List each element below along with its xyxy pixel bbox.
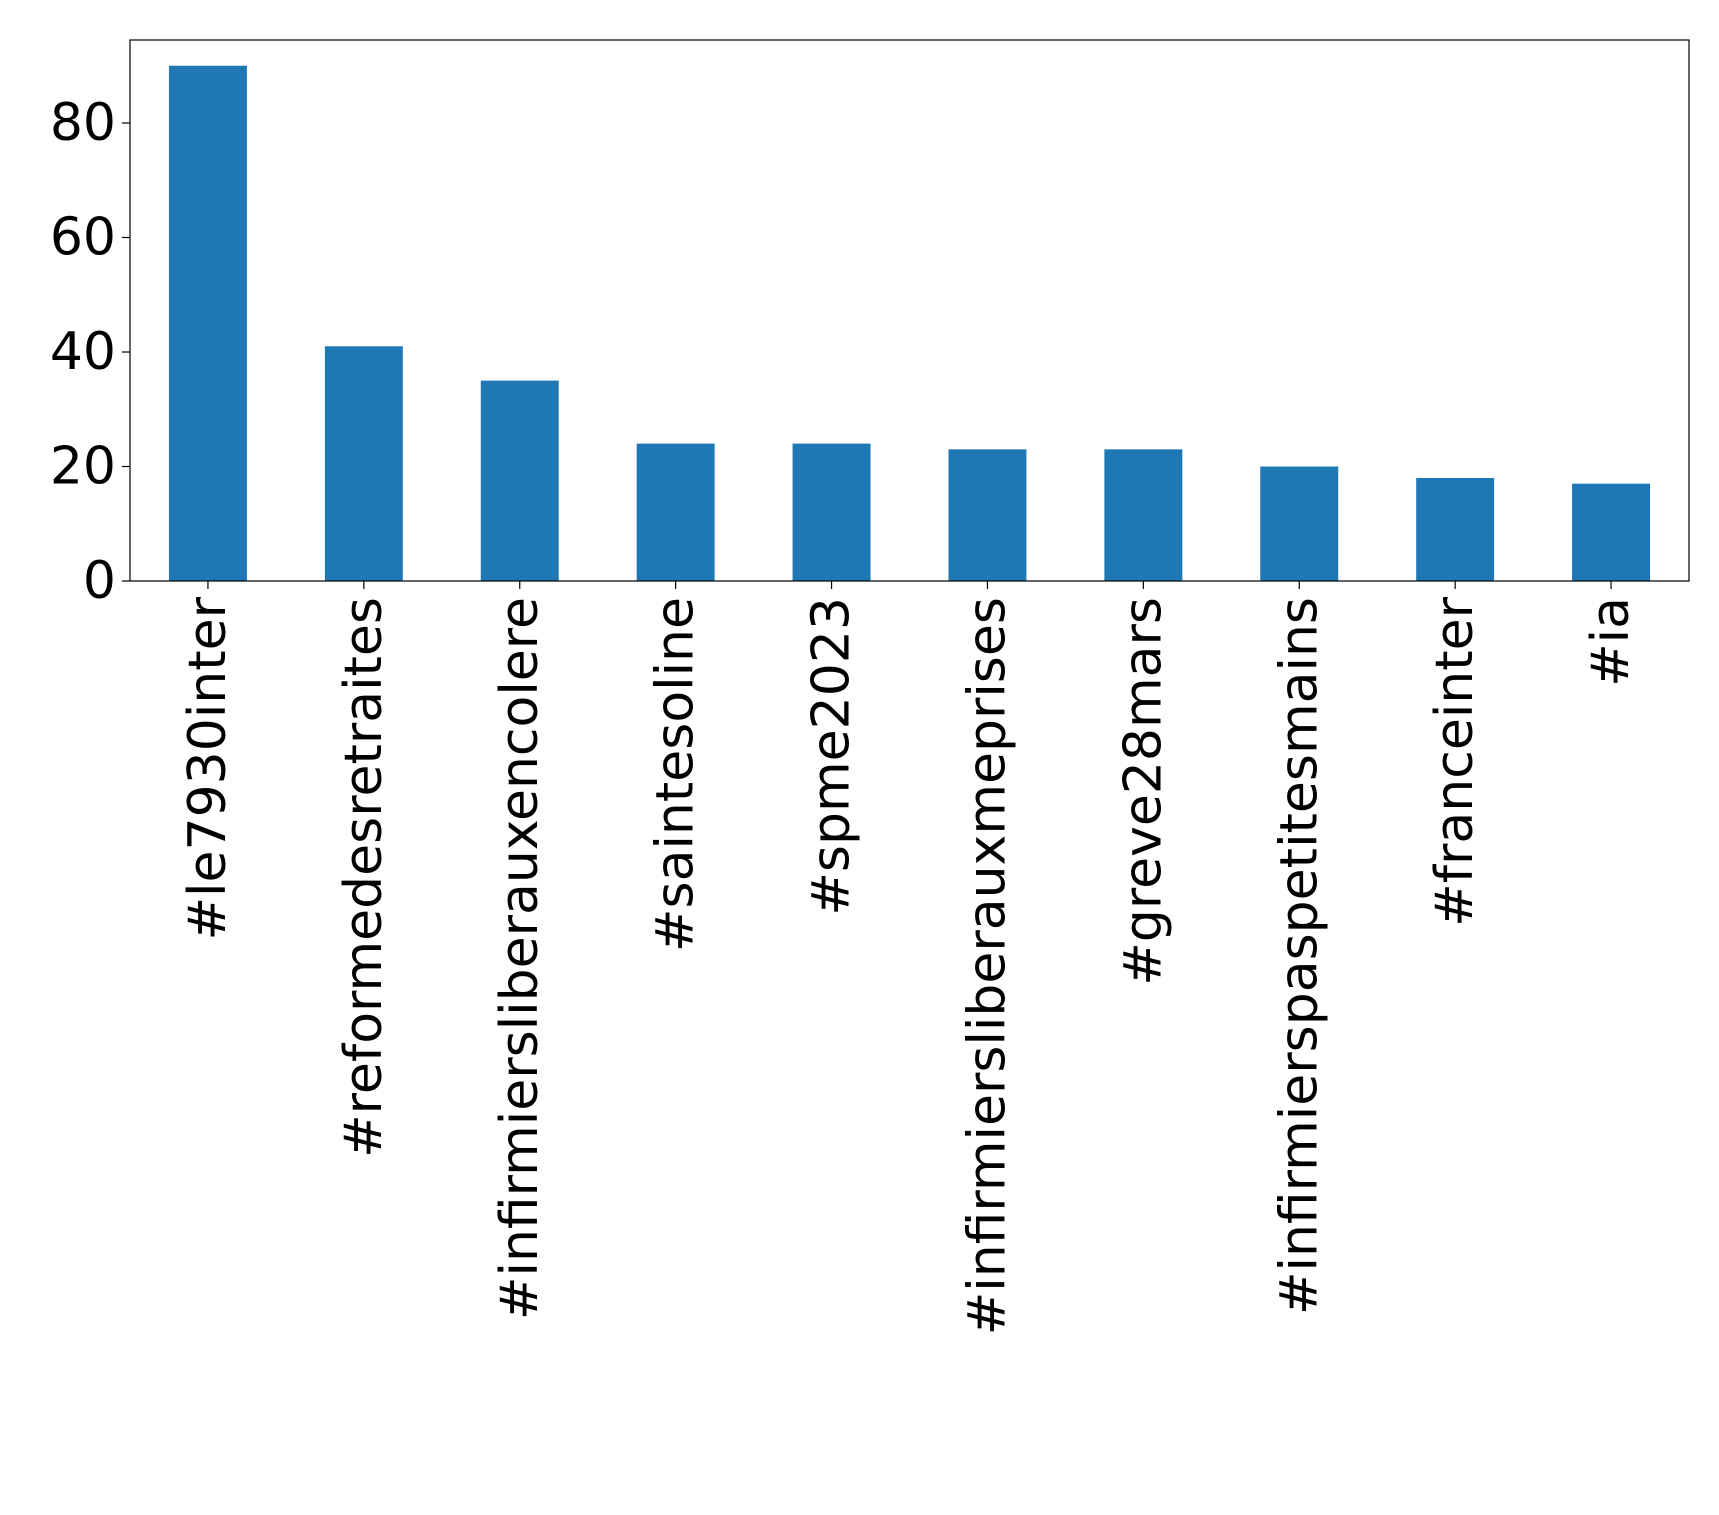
x-tick-label: #infirmiersliberauxmeprises [957, 597, 1017, 1335]
x-tick-label: #infirmiersliberauxencolere [490, 597, 550, 1320]
y-axis: 0 20 40 60 80 [50, 93, 130, 611]
x-tick-label: #le7930inter [178, 596, 238, 940]
y-tick-label: 80 [50, 93, 116, 153]
bar-spme2023 [792, 443, 871, 581]
y-tick-label: 40 [50, 322, 116, 382]
bar-saintesoline [636, 443, 715, 581]
y-tick-label: 60 [50, 208, 116, 268]
x-tick-label: #ia [1581, 597, 1641, 687]
y-tick-label: 20 [50, 437, 116, 497]
bar-le7930inter [168, 65, 247, 581]
bar-infirmiersliberauxencolere [480, 380, 559, 581]
bar-reformedesretraites [324, 346, 403, 581]
bar-ia [1572, 483, 1651, 581]
bar-infirmiersliberauxmeprises [948, 449, 1027, 581]
x-tick-label: #spme2023 [802, 597, 862, 916]
plot-frame [129, 39, 1690, 582]
x-axis: #le7930inter #reformedesretraites #infirmi… [178, 581, 1641, 1335]
x-tick-label: #greve28mars [1113, 597, 1173, 986]
x-tick-label: #reformedesretraites [334, 597, 394, 1158]
bar-franceinter [1416, 477, 1495, 581]
bar-infirmierspaspetitesmains [1260, 466, 1339, 581]
x-tick-label: #infirmierspaspetitesmains [1269, 597, 1329, 1315]
bar-greve28mars [1104, 449, 1183, 581]
x-tick-label: #saintesoline [646, 597, 706, 952]
x-tick-label: #franceinter [1425, 596, 1485, 926]
bars-layer [168, 65, 1651, 581]
y-tick-label: 0 [83, 551, 116, 611]
